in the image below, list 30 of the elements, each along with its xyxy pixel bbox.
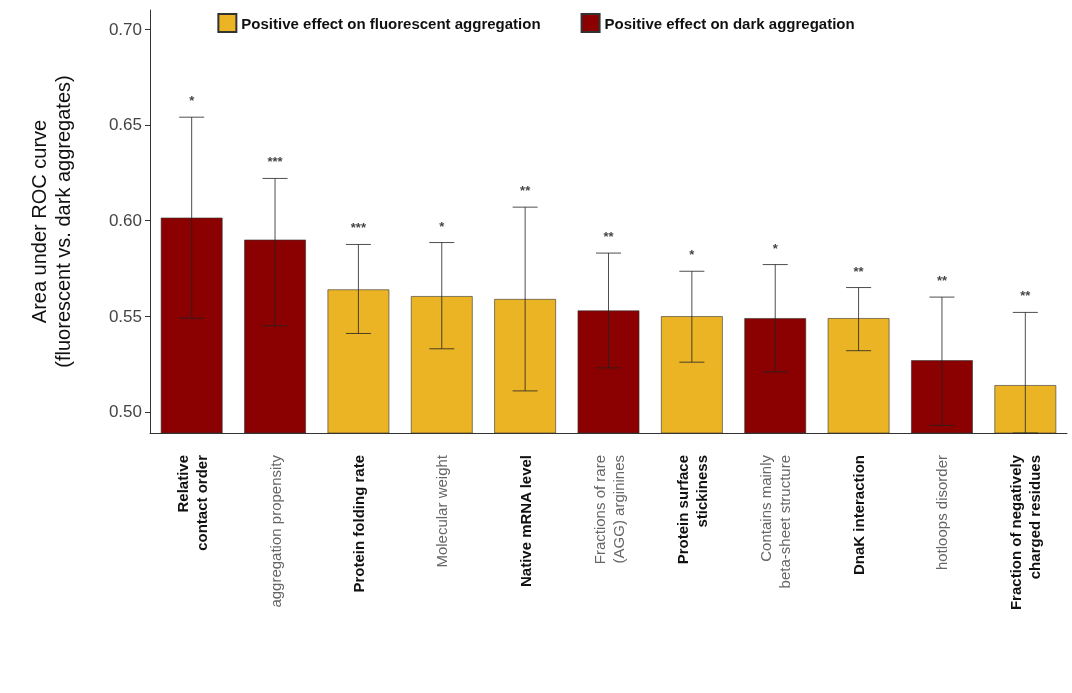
- y-tick-label: 0.60: [108, 211, 142, 231]
- annotation: **: [520, 183, 532, 199]
- annotation: **: [853, 263, 865, 279]
- annotation: ***: [267, 154, 284, 170]
- x-tick-label: DnaK interaction: [850, 455, 868, 576]
- x-tick-label: aggregation propensity: [266, 454, 284, 608]
- annotation: *: [189, 93, 196, 109]
- annotation: *: [689, 247, 696, 263]
- legend-label: Positive effect on dark aggregation: [604, 14, 855, 32]
- y-tick-label: 0.55: [108, 306, 142, 326]
- x-tick-label: Protein surface stickiness: [673, 455, 710, 565]
- legend-label: Positive effect on fluorescent aggregation: [241, 14, 541, 32]
- x-tick-label: Fraction of negatively charged residues: [1007, 454, 1044, 611]
- annotation: **: [936, 273, 948, 289]
- y-tick-label: 0.70: [108, 19, 142, 39]
- annotation: *: [772, 240, 779, 256]
- annotation: ***: [350, 220, 367, 236]
- x-tick-label: Fractions of rare (AGG) arginines: [590, 455, 627, 565]
- annotation: **: [603, 229, 615, 245]
- x-tick-label: Protein folding rate: [349, 455, 367, 593]
- x-tick-label: Contains mainly beta-sheet structure: [757, 454, 794, 589]
- x-tick-label: Relative contact order: [173, 454, 210, 551]
- y-tick-label: 0.65: [108, 115, 142, 135]
- x-tick-label: hotloops disorder: [933, 455, 951, 571]
- y-tick-label: 0.50: [108, 402, 142, 422]
- x-tick-label: Native mRNA level: [516, 455, 534, 587]
- annotation: **: [1020, 288, 1032, 304]
- y-axis-title: Area under ROC curve (fluorescent vs. dark aggregates): [28, 75, 74, 368]
- annotation: *: [439, 218, 446, 234]
- x-tick-label: Molecular weight: [433, 454, 451, 568]
